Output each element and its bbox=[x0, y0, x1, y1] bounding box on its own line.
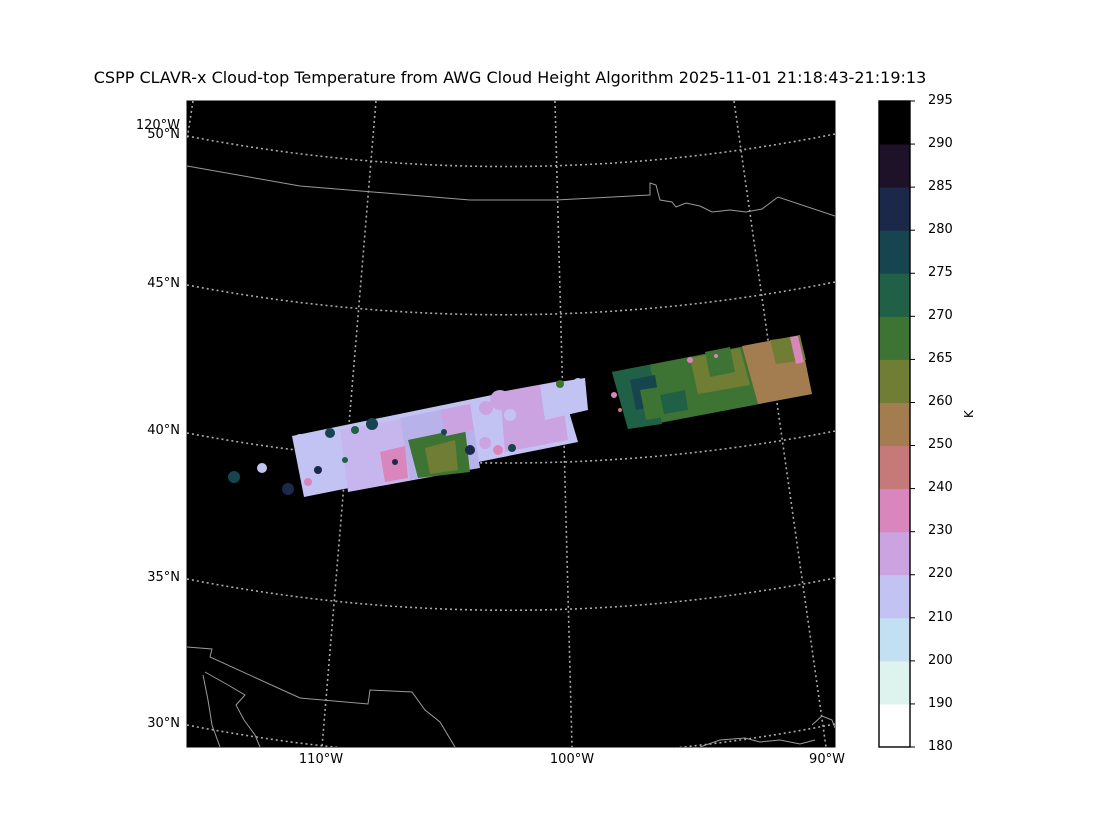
colorbar-bin bbox=[879, 101, 910, 145]
colorbar-tick: 270 bbox=[928, 308, 953, 323]
lon-label-120: 120°W bbox=[135, 118, 180, 133]
colorbar-tick: 220 bbox=[928, 566, 953, 581]
lon-label-100: 100°W bbox=[549, 752, 595, 767]
colorbar-bin bbox=[879, 617, 910, 662]
colorbar-bin bbox=[879, 273, 910, 317]
lat-label-30: 30°N bbox=[147, 716, 180, 731]
colorbar-bin bbox=[879, 445, 910, 490]
colorbar-tick: 280 bbox=[928, 222, 953, 237]
map-title: CSPP CLAVR-x Cloud-top Temperature from … bbox=[93, 68, 927, 87]
colorbar-tick: 285 bbox=[928, 179, 953, 194]
colorbar-unit: K bbox=[962, 410, 976, 418]
country-borders bbox=[187, 165, 835, 747]
colorbar-bin bbox=[879, 144, 910, 188]
colorbar-bin bbox=[879, 488, 910, 533]
colorbar bbox=[879, 101, 910, 748]
colorbar-tick: 190 bbox=[928, 696, 953, 711]
colorbar-bin bbox=[879, 531, 910, 576]
colorbar-bin bbox=[879, 230, 910, 274]
colorbar-frame bbox=[878, 100, 911, 748]
colorbar-bin bbox=[879, 660, 910, 705]
colorbar-bin bbox=[879, 574, 910, 619]
longitude-gridlines bbox=[187, 101, 827, 747]
colorbar-bin bbox=[879, 703, 910, 748]
colorbar-tick: 260 bbox=[928, 394, 953, 409]
cloud-swath-east bbox=[611, 335, 812, 429]
lat-label-40: 40°N bbox=[147, 423, 180, 438]
colorbar-bin bbox=[879, 402, 910, 447]
colorbar-bin bbox=[879, 359, 910, 403]
colorbar-tick: 240 bbox=[928, 480, 953, 495]
colorbar-tick: 275 bbox=[928, 265, 953, 280]
colorbar-tick: 210 bbox=[928, 610, 953, 625]
colorbar-tick: 295 bbox=[928, 93, 953, 108]
colorbar-tick: 250 bbox=[928, 437, 953, 452]
colorbar-tick: 180 bbox=[928, 739, 953, 754]
lat-label-35: 35°N bbox=[147, 570, 180, 585]
colorbar-tick: 290 bbox=[928, 136, 953, 151]
colorbar-tick: 230 bbox=[928, 523, 953, 538]
lat-label-45: 45°N bbox=[147, 276, 180, 291]
colorbar-tickmarks bbox=[910, 100, 915, 748]
colorbar-tick: 200 bbox=[928, 653, 953, 668]
lon-label-110: 110°W bbox=[298, 752, 344, 767]
latitude-gridlines bbox=[187, 133, 835, 747]
cloud-swath-west bbox=[228, 378, 588, 497]
colorbar-bin bbox=[879, 316, 910, 360]
colorbar-tick: 265 bbox=[928, 351, 953, 366]
lat-label-50: 50°N bbox=[147, 127, 180, 142]
lon-label-90: 90°W bbox=[809, 752, 845, 767]
colorbar-bin bbox=[879, 187, 910, 231]
